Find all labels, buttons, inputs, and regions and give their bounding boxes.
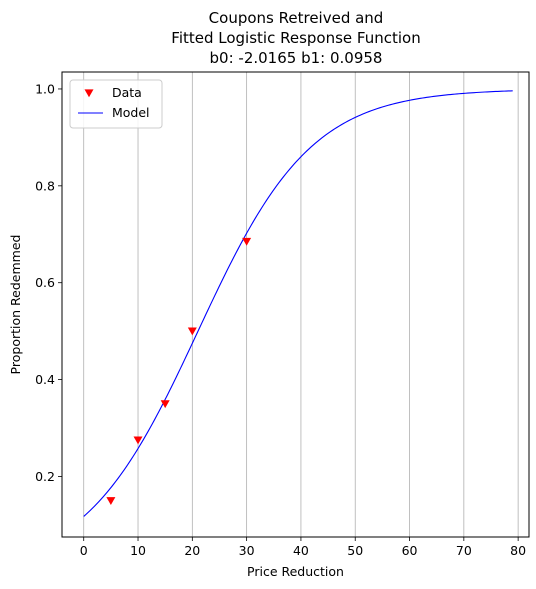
legend-model-label: Model: [112, 105, 150, 120]
legend: Data Model: [69, 79, 163, 129]
legend-data-marker: [84, 89, 94, 98]
data-point: [160, 400, 170, 409]
data-point: [133, 436, 143, 445]
x-axis-ticks: 0 10 20 30 40 50 60 70 80: [80, 537, 526, 558]
x-tick-label: 10: [130, 543, 146, 558]
y-tick-label: 0.2: [35, 469, 55, 484]
data-series: [106, 237, 252, 505]
legend-data-label: Data: [112, 85, 142, 100]
chart-title-line: Coupons Retreived and: [209, 9, 384, 27]
y-axis-label: Proportion Redemmed: [8, 235, 23, 375]
y-tick-label: 0.4: [35, 372, 55, 387]
grid: [83, 72, 519, 537]
data-point: [106, 497, 116, 505]
x-tick-label: 70: [456, 543, 472, 558]
y-tick-label: 0.8: [35, 178, 55, 193]
x-axis-label: Price Reduction: [247, 564, 344, 579]
x-tick-label: 80: [510, 543, 526, 558]
x-tick-label: 60: [402, 543, 418, 558]
y-axis-ticks: 0.2 0.4 0.6 0.8 1.0: [35, 81, 62, 484]
plot-frame: [61, 71, 530, 538]
chart-title: Coupons Retreived and Fitted Logistic Res…: [171, 9, 420, 67]
data-point: [242, 237, 252, 246]
x-tick-label: 30: [239, 543, 255, 558]
model-line: [83, 90, 513, 517]
chart-title-line: b0: -2.0165 b1: 0.0958: [210, 49, 383, 67]
x-tick-label: 50: [347, 543, 363, 558]
legend-box: [69, 79, 163, 129]
y-tick-label: 0.6: [35, 275, 55, 290]
model-series: [83, 90, 513, 517]
x-tick-label: 0: [80, 543, 88, 558]
y-tick-label: 1.0: [35, 81, 55, 96]
chart-title-line: Fitted Logistic Response Function: [171, 29, 420, 47]
x-tick-label: 40: [293, 543, 309, 558]
x-tick-label: 20: [184, 543, 200, 558]
data-point: [187, 327, 197, 336]
